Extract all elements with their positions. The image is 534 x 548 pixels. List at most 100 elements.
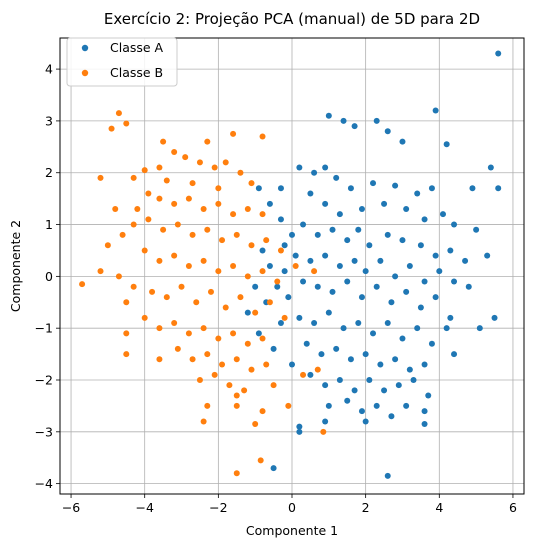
data-point bbox=[204, 351, 211, 358]
x-tick-label: −6 bbox=[62, 500, 80, 515]
data-point bbox=[358, 206, 365, 212]
data-point bbox=[248, 366, 255, 373]
data-point bbox=[322, 382, 329, 389]
data-point bbox=[344, 237, 351, 244]
data-point bbox=[289, 231, 295, 238]
data-point bbox=[259, 247, 266, 254]
data-point bbox=[204, 402, 211, 409]
data-point bbox=[274, 283, 281, 290]
data-point bbox=[381, 200, 388, 207]
data-point bbox=[259, 335, 266, 342]
data-point bbox=[145, 216, 152, 223]
data-point bbox=[115, 110, 122, 117]
data-point bbox=[200, 206, 207, 212]
data-point bbox=[270, 345, 277, 352]
data-point bbox=[244, 309, 251, 316]
data-point bbox=[322, 200, 329, 207]
data-point bbox=[406, 263, 413, 269]
data-point bbox=[469, 185, 476, 192]
x-axis-label: Componente 1 bbox=[246, 523, 338, 538]
data-point bbox=[263, 361, 270, 368]
data-point bbox=[329, 288, 336, 295]
x-tick-label: 4 bbox=[435, 500, 443, 515]
data-point bbox=[244, 206, 251, 212]
data-point bbox=[289, 361, 295, 368]
y-tick-label: 4 bbox=[45, 62, 53, 77]
data-point bbox=[362, 351, 369, 358]
x-axis-ticks: −6 −4 −2 0 2 4 6 bbox=[62, 494, 517, 515]
data-point bbox=[233, 470, 240, 477]
data-point bbox=[362, 268, 369, 275]
data-point bbox=[185, 263, 192, 269]
data-point bbox=[244, 340, 251, 347]
data-point bbox=[296, 164, 303, 171]
x-tick-label: 2 bbox=[362, 500, 370, 515]
data-point bbox=[491, 314, 498, 321]
data-point bbox=[428, 340, 435, 347]
data-point bbox=[329, 226, 336, 233]
data-point bbox=[270, 465, 277, 472]
data-point bbox=[252, 421, 259, 428]
data-point bbox=[340, 117, 347, 124]
series-classe-a bbox=[244, 50, 502, 479]
data-point bbox=[403, 288, 410, 295]
data-point bbox=[230, 330, 237, 337]
data-point bbox=[417, 242, 424, 249]
data-point bbox=[421, 278, 428, 285]
data-point bbox=[97, 268, 104, 275]
data-point bbox=[252, 283, 259, 290]
data-point bbox=[344, 278, 351, 285]
data-point bbox=[233, 356, 240, 363]
data-point bbox=[336, 211, 343, 218]
data-point bbox=[351, 387, 358, 394]
data-point bbox=[204, 138, 211, 145]
data-point bbox=[484, 252, 491, 259]
data-point bbox=[200, 418, 207, 425]
data-point bbox=[358, 294, 365, 301]
data-point bbox=[322, 164, 329, 171]
data-point bbox=[230, 130, 237, 137]
data-point bbox=[384, 472, 391, 479]
data-point bbox=[257, 457, 264, 464]
data-point bbox=[292, 263, 299, 269]
data-point bbox=[443, 325, 450, 332]
data-point bbox=[259, 268, 266, 275]
data-point bbox=[399, 237, 406, 244]
data-point bbox=[266, 263, 273, 269]
data-point bbox=[160, 138, 167, 145]
data-point bbox=[318, 351, 325, 358]
data-point bbox=[373, 283, 380, 290]
data-point bbox=[171, 149, 178, 155]
data-point bbox=[219, 361, 226, 368]
data-point bbox=[281, 314, 288, 321]
data-point bbox=[156, 325, 163, 332]
data-point bbox=[178, 283, 185, 290]
data-point bbox=[285, 402, 292, 409]
data-point bbox=[185, 195, 192, 202]
data-point bbox=[414, 190, 421, 197]
x-tick-label: −2 bbox=[209, 500, 227, 515]
data-point bbox=[185, 330, 192, 337]
data-point bbox=[451, 221, 458, 228]
data-point bbox=[266, 299, 273, 306]
data-point bbox=[392, 182, 399, 189]
data-point bbox=[222, 159, 229, 166]
grid bbox=[60, 38, 524, 494]
data-point bbox=[395, 382, 402, 389]
y-tick-label: −2 bbox=[35, 373, 53, 388]
data-point bbox=[237, 294, 244, 301]
data-point bbox=[79, 281, 86, 288]
data-point bbox=[462, 257, 469, 264]
data-point bbox=[392, 273, 399, 280]
data-point bbox=[108, 125, 115, 132]
data-point bbox=[366, 242, 373, 249]
data-point bbox=[388, 299, 395, 306]
data-point bbox=[300, 371, 307, 378]
data-point bbox=[259, 133, 266, 140]
data-point bbox=[384, 231, 391, 238]
data-point bbox=[307, 371, 314, 378]
data-point bbox=[410, 377, 417, 383]
data-point bbox=[123, 299, 130, 306]
data-point bbox=[296, 428, 303, 435]
chart-title: Exercício 2: Projeção PCA (manual) de 5D… bbox=[104, 10, 480, 28]
